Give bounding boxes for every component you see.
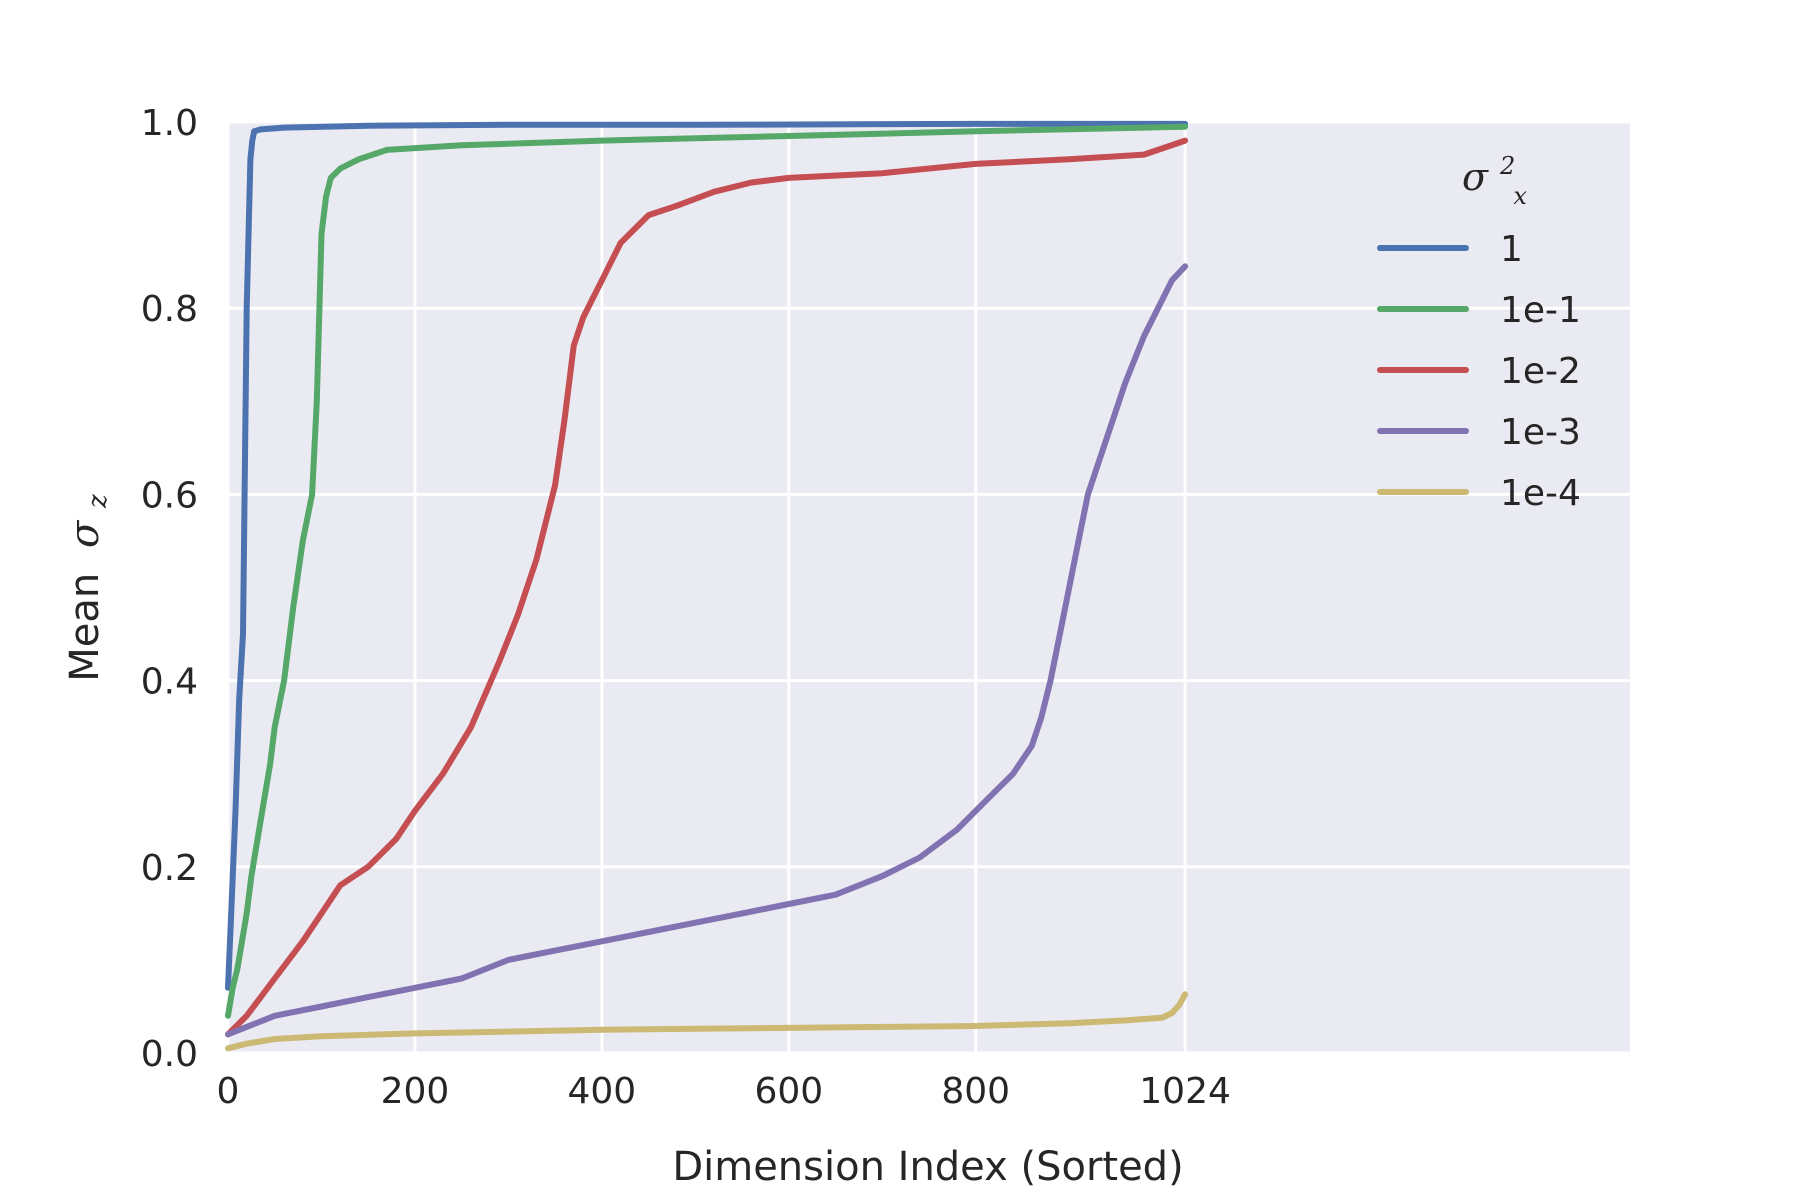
y-axis-label-symbol: σ [62, 519, 108, 548]
x-tick-label: 200 [381, 1071, 450, 1112]
y-axis-label-text: Mean [62, 573, 108, 682]
y-tick-label: 0.2 [141, 848, 198, 889]
y-tick-label: 1.0 [141, 103, 198, 144]
series-lines [225, 120, 1189, 1052]
series-line-1e-3 [225, 263, 1189, 1038]
legend-title-subscript: x [1513, 182, 1527, 210]
legend-label-1e-3: 1e-3 [1500, 412, 1581, 453]
x-tick-label: 800 [941, 1071, 1010, 1112]
x-tick-label: 1024 [1139, 1071, 1231, 1112]
series-line-1e-2 [225, 137, 1189, 1038]
legend-label-1e-4: 1e-4 [1500, 473, 1581, 514]
x-tick-label: 0 [217, 1071, 240, 1112]
y-tick-label: 0.4 [141, 662, 198, 703]
y-tick-label: 0.0 [141, 1034, 198, 1075]
x-tick-label: 600 [754, 1071, 823, 1112]
legend: σ 2 x 1 1e-1 1e-2 1e-3 1e-4 [1377, 139, 1581, 514]
x-axis-label: Dimension Index (Sorted) [672, 1144, 1183, 1190]
y-axis-label: Mean σ z [62, 494, 113, 682]
y-tick-labels: 0.0 0.2 0.4 0.6 0.8 1.0 [141, 103, 198, 1075]
y-tick-label: 0.8 [141, 289, 198, 330]
legend-label-1e-1: 1e-1 [1500, 290, 1581, 331]
legend-title-superscript: 2 [1499, 152, 1515, 180]
legend-label-1e-2: 1e-2 [1500, 351, 1581, 392]
legend-title: σ 2 x [1462, 139, 1527, 210]
x-tick-labels: 0 200 400 600 800 1024 [217, 1071, 1231, 1112]
series-line-1 [225, 120, 1189, 991]
series-line-1e-1 [225, 123, 1189, 1019]
legend-label-1: 1 [1500, 229, 1523, 270]
series-line-1e-4 [225, 991, 1189, 1052]
legend-items: 1 1e-1 1e-2 1e-3 1e-4 [1377, 229, 1581, 514]
legend-title-symbol: σ [1462, 155, 1489, 199]
y-tick-label: 0.6 [141, 475, 198, 516]
y-axis-label-subscript: z [83, 494, 113, 509]
plot-background [228, 122, 1630, 1053]
x-tick-label: 400 [568, 1071, 637, 1112]
